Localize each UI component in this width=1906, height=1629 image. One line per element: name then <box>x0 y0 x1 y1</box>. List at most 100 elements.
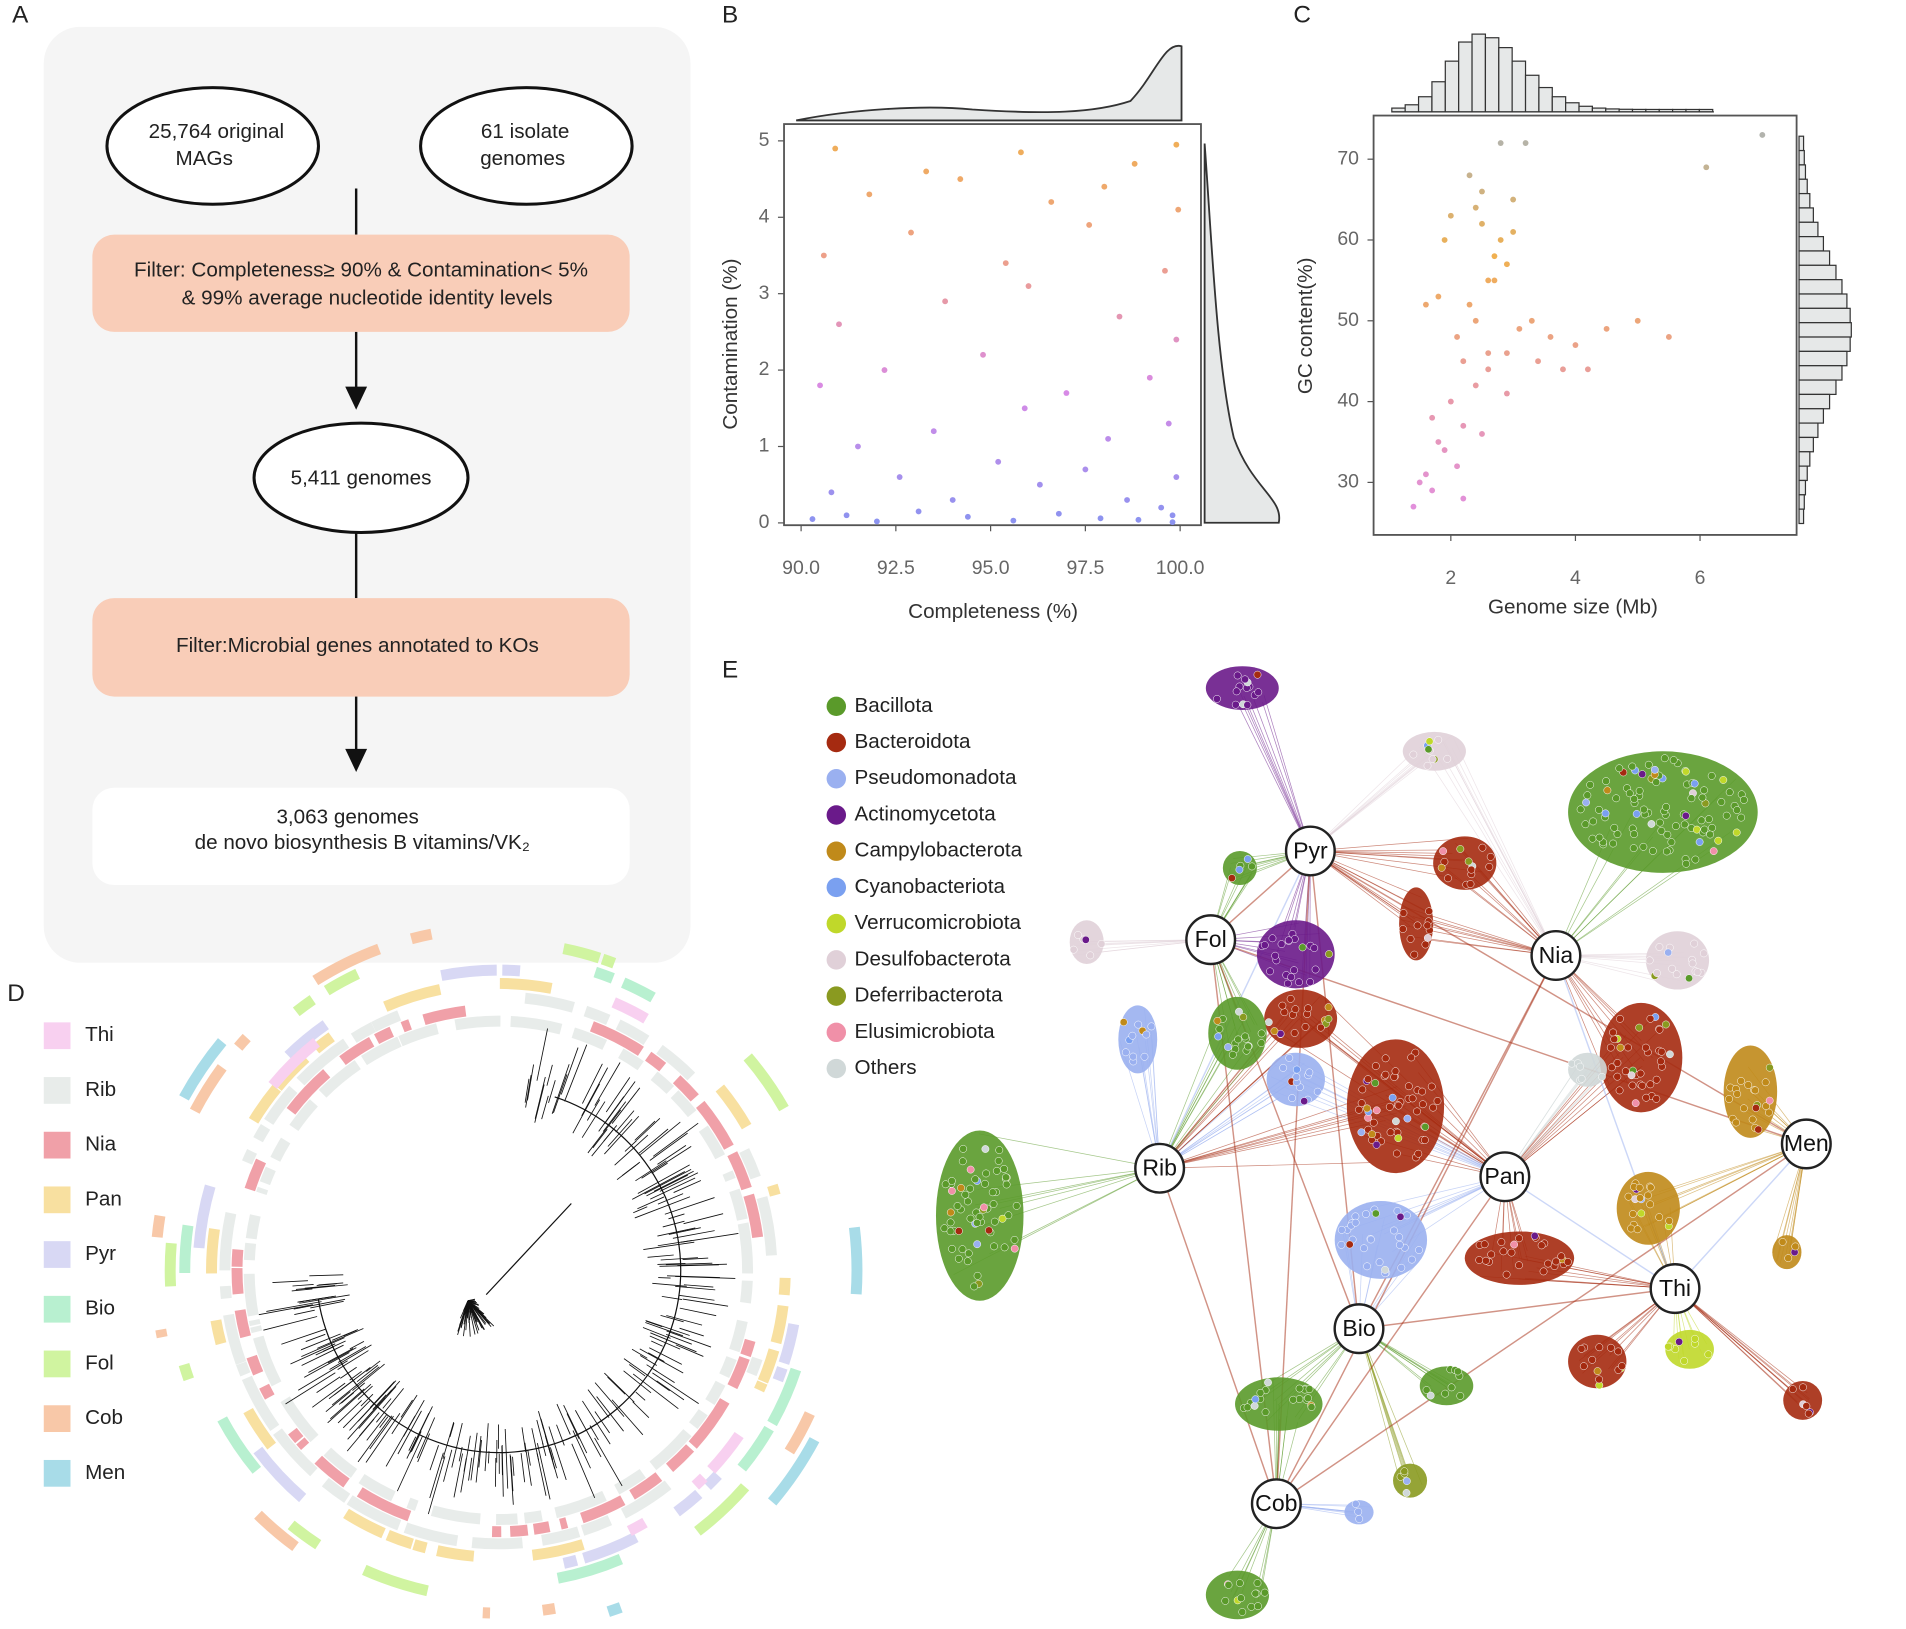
cluster-node <box>1612 794 1621 803</box>
cluster-node <box>1395 1233 1404 1242</box>
cluster-node <box>981 1179 989 1188</box>
cluster-node <box>1311 965 1320 974</box>
tree-branch <box>386 1380 401 1396</box>
cluster-node <box>1289 1395 1298 1404</box>
tree-branch <box>675 1344 704 1357</box>
tree-branch <box>294 1309 315 1316</box>
tree-branch <box>623 1358 670 1392</box>
cluster-node <box>1719 776 1728 784</box>
tree-ring-segment <box>770 1304 789 1345</box>
tree-ring-segment <box>719 1356 737 1378</box>
cluster-node <box>1381 1070 1390 1079</box>
tree-ring-segment <box>155 1328 168 1339</box>
tree-branch <box>679 1307 717 1317</box>
cluster <box>1645 931 1710 990</box>
cluster-node <box>1280 1008 1289 1017</box>
tree-branch <box>548 1080 556 1103</box>
tree-branch <box>602 1101 627 1132</box>
tree-branch <box>504 1429 509 1489</box>
tree-ring-segment <box>707 1431 744 1474</box>
cluster-node <box>1588 834 1597 843</box>
cluster-node <box>1147 1022 1156 1031</box>
tree-ring-segment <box>620 1480 672 1519</box>
legend-dot <box>826 1022 847 1043</box>
tree-ring-segment <box>737 1425 774 1472</box>
cluster-node <box>1791 1242 1800 1251</box>
edge <box>1159 1007 1293 1169</box>
histogram-bar <box>1798 451 1811 467</box>
tree-branch <box>650 1332 697 1353</box>
tree-branch <box>662 1220 685 1228</box>
tree-branch <box>624 1140 638 1152</box>
point <box>1124 497 1130 503</box>
cluster-node <box>1423 934 1432 942</box>
histogram-bar <box>1798 350 1848 367</box>
point <box>1025 283 1032 289</box>
cluster-node <box>1595 805 1603 814</box>
tree-branch <box>639 1348 684 1374</box>
cluster-node <box>1277 940 1286 948</box>
cluster-node <box>1396 1212 1405 1221</box>
tree-branch <box>331 1366 380 1406</box>
tree-branch <box>295 1286 319 1290</box>
cluster-node <box>941 1180 950 1189</box>
cluster-node <box>1000 1243 1009 1252</box>
cluster-node <box>1069 945 1078 954</box>
tree-branch <box>300 1333 341 1351</box>
tree-ring-segment <box>270 1137 291 1162</box>
tree-branch <box>632 1171 686 1200</box>
histogram-bar <box>1458 41 1473 113</box>
cluster-node <box>1439 847 1447 856</box>
cluster-node <box>1544 1259 1552 1268</box>
legend-label: Fol <box>85 1351 114 1374</box>
cluster-node <box>1247 1602 1256 1611</box>
tree-branch <box>328 1367 371 1400</box>
tree-ring-segment <box>611 997 649 1024</box>
tree-branch <box>406 1412 430 1459</box>
cluster-node <box>1228 1050 1237 1059</box>
cluster-node <box>1253 670 1262 679</box>
legend-swatch <box>43 1131 71 1159</box>
cluster-node <box>1754 1125 1763 1134</box>
tree-ring-segment <box>582 1532 639 1564</box>
cluster-node <box>1722 811 1731 820</box>
histogram-bar <box>1798 164 1807 180</box>
histogram-bar <box>1417 96 1433 113</box>
edge <box>1243 695 1311 852</box>
histogram-bar <box>1798 264 1837 281</box>
tree-branch <box>416 1417 436 1459</box>
tree-ring-segment <box>243 1407 277 1450</box>
cluster-node <box>1579 1362 1588 1371</box>
tree-ring-segment <box>688 1409 708 1430</box>
cluster-node <box>1733 1090 1742 1098</box>
cluster-node <box>1663 830 1672 839</box>
tree-branch <box>427 1456 446 1515</box>
cluster-node <box>1690 939 1699 948</box>
tree-branch <box>546 1064 553 1086</box>
tree-branch <box>650 1177 696 1200</box>
node-text: Filter:Microbial genes annotated to KOs <box>176 634 539 657</box>
tree-branch <box>575 1410 602 1458</box>
point <box>1479 430 1485 437</box>
cluster-node <box>948 1187 956 1195</box>
tree-ring-segment <box>241 1375 280 1431</box>
point <box>1503 261 1510 268</box>
cluster-node <box>1577 1074 1586 1083</box>
tree-branch <box>611 1399 644 1436</box>
x-axis-label: Genome size (Mb) <box>1488 595 1658 618</box>
tree-branch <box>615 1110 635 1133</box>
legend-swatch <box>43 1077 71 1104</box>
cluster-node <box>1464 857 1473 866</box>
tree-ring-segment <box>562 943 602 964</box>
cluster-node <box>1644 1191 1652 1200</box>
cluster-node <box>1664 1342 1673 1351</box>
point <box>1173 336 1180 343</box>
point <box>1018 149 1024 156</box>
node-text: 3,063 genomes <box>276 806 418 829</box>
cluster-node <box>1231 700 1240 709</box>
cluster-node <box>1681 767 1690 776</box>
tree-branch <box>429 1452 444 1499</box>
edge <box>1159 1064 1277 1169</box>
tree-branch <box>297 1295 337 1303</box>
cluster-node <box>1618 1362 1626 1370</box>
